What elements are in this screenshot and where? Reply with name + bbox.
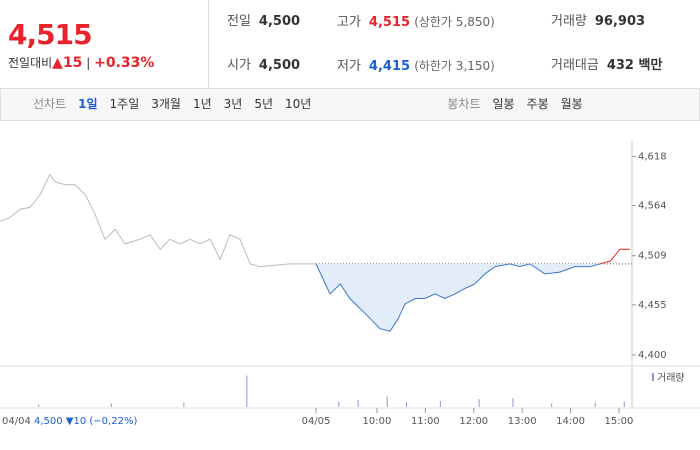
volume-bar	[246, 375, 248, 407]
x-tick-label: 04/05	[302, 416, 331, 427]
volume-bar	[594, 402, 596, 407]
stat-value: 96,903	[594, 14, 646, 29]
volume-bar	[183, 402, 185, 407]
stat-value: 4,515	[368, 15, 411, 30]
tab[interactable]: 1주일	[109, 97, 140, 111]
footer-date: 04/04	[2, 416, 31, 427]
change-value: ▲15	[52, 55, 83, 71]
stat-label: 시가	[227, 58, 251, 73]
stat-note: (하한가 3,150)	[414, 59, 495, 73]
tab[interactable]: 일봉	[492, 97, 515, 111]
stat: 거래대금 432 백만	[551, 44, 662, 88]
stat: 저가 4,415 (하한가 3,150)	[337, 44, 495, 88]
y-tick-label: 4,618	[638, 151, 667, 162]
price-line	[315, 263, 602, 332]
y-tick-label: 4,455	[638, 300, 667, 311]
volume-legend: 거래량	[657, 372, 685, 384]
volume-bar	[338, 401, 340, 407]
tab[interactable]: 주봉	[526, 97, 549, 111]
tab[interactable]: 1일	[78, 97, 98, 111]
change-label: 전일대비	[8, 56, 53, 70]
price: 4,515	[8, 18, 93, 51]
y-tick-label: 4,400	[638, 350, 667, 361]
tab[interactable]: 월봉	[560, 97, 583, 111]
stat-label: 고가	[337, 15, 361, 30]
stat-value: 4,500	[258, 14, 301, 29]
tab-group-label: 선차트	[33, 97, 67, 111]
x-tick-label: 13:00	[508, 416, 537, 427]
tab[interactable]: 3개월	[151, 97, 181, 111]
volume-bar	[439, 400, 441, 407]
footer-info: 4,500 ▼10 (−0,22%)	[34, 416, 137, 427]
stat-label: 거래량	[551, 14, 587, 29]
stat: 거래량 96,903	[551, 0, 645, 44]
tab-group-label: 봉차트	[447, 97, 481, 111]
y-tick-label: 4,509	[638, 251, 667, 262]
x-tick-label: 10:00	[363, 416, 392, 427]
volume-bar	[512, 398, 514, 407]
x-tick-label: 11:00	[411, 416, 440, 427]
tab[interactable]: 3년	[223, 97, 243, 111]
volume-bar	[406, 402, 408, 407]
change: 전일대비▲15 | +0.33%	[8, 55, 155, 71]
legend-swatch	[652, 373, 654, 381]
volume-bar	[386, 396, 388, 407]
stat-value: 4,500	[258, 58, 301, 73]
stat: 시가 4,500	[227, 44, 300, 88]
stat-value: 432 백만	[606, 58, 663, 73]
volume-bar	[623, 401, 625, 407]
stat-label: 저가	[337, 59, 361, 74]
volume-bar	[110, 403, 112, 407]
tab[interactable]: 10년	[285, 97, 312, 111]
stat-label: 거래대금	[551, 58, 599, 73]
x-tick-label: 12:00	[459, 416, 488, 427]
volume-bar	[357, 400, 359, 407]
stat: 고가 4,515 (상한가 5,850)	[337, 0, 495, 44]
change-rate: +0.33%	[94, 55, 155, 71]
stat-label: 전일	[227, 14, 251, 29]
x-tick-label: 14:00	[556, 416, 585, 427]
stat-value: 4,415	[368, 59, 411, 74]
y-tick-label: 4,564	[638, 201, 667, 212]
tab[interactable]: 1년	[192, 97, 212, 111]
header: 4,515 전일대비▲15 | +0.33% 전일 4,500 고가 4,515 (상…	[0, 0, 700, 89]
volume-bar	[551, 403, 553, 407]
tab[interactable]: 5년	[254, 97, 274, 111]
stat: 전일 4,500	[227, 0, 300, 44]
stat-note: (상한가 5,850)	[414, 15, 495, 29]
price-line	[0, 173, 316, 268]
volume-bar	[478, 399, 480, 407]
volume-bar	[38, 404, 40, 407]
stats: 전일 4,500 고가 4,515 (상한가 5,850) 거래량 96,903 시가 4,5…	[208, 0, 700, 88]
area	[316, 263, 631, 332]
x-tick-label: 15:00	[605, 416, 634, 427]
tab-bar: 선차트 1일 1주일 3개월 1년 3년 5년 10년 봉차트 일봉 주봉 월봉	[0, 88, 700, 121]
